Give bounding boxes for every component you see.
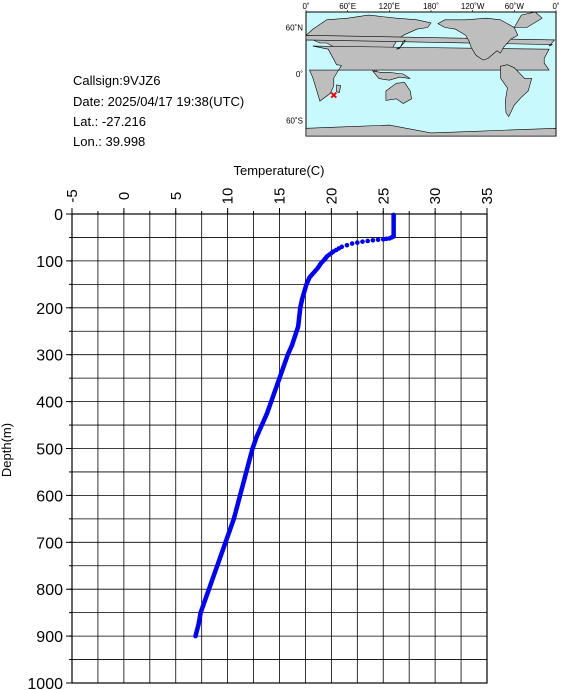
- data-point: [355, 240, 360, 245]
- y-tick-label: 800: [36, 582, 63, 599]
- map-longitude-label: 60˚W: [505, 2, 525, 11]
- x-tick-label: -5: [64, 189, 81, 202]
- y-tick-label: 100: [36, 254, 63, 271]
- indonesia-shape: [371, 70, 411, 81]
- y-tick-label: 600: [36, 488, 63, 505]
- y-tick-label: 900: [36, 629, 63, 646]
- madagascar-shape: [336, 84, 342, 93]
- data-point: [365, 238, 370, 244]
- location-marker-icon: [330, 91, 337, 99]
- info-latitude: Lat.: -27.216: [73, 114, 146, 129]
- map-longitude-label: 120˚E: [379, 2, 400, 11]
- map-longitude-label: 120˚W: [461, 2, 485, 11]
- x-tick-label: 0: [116, 192, 133, 200]
- data-point: [375, 237, 381, 243]
- y-tick-label: 200: [36, 301, 63, 318]
- greenland-shape: [513, 11, 543, 28]
- data-point: [193, 633, 198, 639]
- temperature-depth-chart: -5 0 5 10 15 20 25 30 35010020030040050060070080…: [0, 163, 496, 690]
- map-land: [305, 11, 557, 137]
- x-tick-label: 20: [323, 188, 340, 205]
- x-tick-label: 35: [479, 188, 496, 205]
- map-latitude-label: 60˚N: [286, 24, 304, 33]
- data-point: [344, 242, 350, 248]
- x-tick-label: 5: [168, 192, 185, 200]
- map-longitude-label: 180˚: [423, 2, 439, 11]
- map-longitude-label: 60˚E: [339, 2, 356, 11]
- map-longitude-label: 0˚: [302, 2, 309, 11]
- y-axis-label: Depth(m): [0, 423, 14, 477]
- y-tick-label: 300: [36, 348, 63, 365]
- x-tick-label: 25: [375, 188, 392, 205]
- y-tick-label: 500: [36, 442, 63, 459]
- map-latitude-label: 60˚S: [286, 117, 303, 126]
- north-america-shape: [437, 17, 519, 61]
- chart-grid: [71, 213, 488, 684]
- africa-shape: [309, 45, 550, 102]
- chart-ticks: -5 0 5 10 15 20 25 30 35010020030040050060070080…: [27, 188, 496, 690]
- australia-shape: [385, 82, 412, 104]
- x-tick-label: 10: [220, 188, 237, 205]
- info-date: Date: 2025/04/17 19:38(UTC): [73, 94, 245, 109]
- y-tick-label: 1000: [27, 676, 63, 690]
- x-tick-label: 15: [272, 188, 289, 205]
- location-map: 0˚ 60˚E 120˚E 180˚ 120˚W 60˚W 0˚ 60˚N 0˚ 60˚S: [286, 2, 560, 137]
- y-tick-label: 400: [36, 395, 63, 412]
- south-america-shape: [500, 64, 533, 118]
- x-axis-label: Temperature(C): [233, 163, 324, 178]
- map-labels: 0˚ 60˚E 120˚E 180˚ 120˚W 60˚W 0˚ 60˚N 0˚ 60˚S: [286, 2, 560, 126]
- map-marker: [330, 91, 337, 99]
- map-longitude-label: 0˚: [552, 2, 559, 11]
- data-point: [380, 237, 386, 242]
- data-point: [360, 239, 365, 244]
- x-tick-label: 30: [427, 188, 444, 205]
- data-point: [349, 241, 355, 246]
- info-callsign: Callsign:9VJZ6: [73, 73, 161, 88]
- japan-shape: [396, 39, 406, 50]
- map-latitude-label: 0˚: [296, 70, 303, 79]
- antarctica-shape: [305, 124, 557, 137]
- y-tick-label: 0: [54, 207, 63, 224]
- info-longitude: Lon.: 39.998: [73, 134, 146, 149]
- data-point: [370, 237, 376, 243]
- chart-series: [193, 212, 396, 639]
- y-tick-label: 700: [36, 535, 63, 552]
